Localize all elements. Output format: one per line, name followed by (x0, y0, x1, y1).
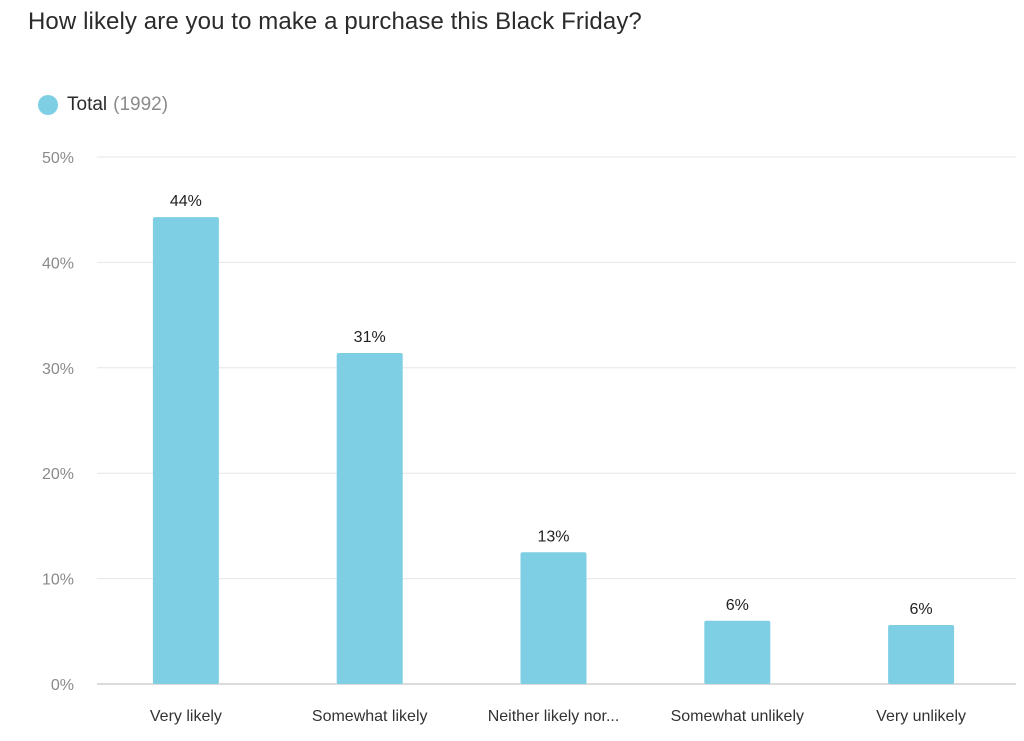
bar (520, 552, 587, 684)
y-tick-label: 40% (42, 255, 74, 272)
data-label: 6% (726, 597, 749, 614)
chart-title: How likely are you to make a purchase th… (28, 8, 642, 35)
x-tick-label: Somewhat likely (312, 708, 428, 725)
bar (704, 620, 771, 684)
x-tick-label: Somewhat unlikely (671, 708, 804, 725)
bar (888, 624, 955, 684)
legend-label: Total (67, 94, 108, 115)
y-tick-label: 50% (42, 150, 74, 167)
legend-count: (1992) (113, 94, 169, 115)
legend: Total (1992) (38, 94, 168, 116)
x-tick-label: Neither likely nor... (488, 708, 620, 725)
bar (152, 217, 219, 684)
data-label: 6% (910, 601, 933, 618)
legend-swatch (38, 95, 58, 115)
x-tick-label: Very unlikely (876, 708, 966, 725)
bar (336, 353, 403, 684)
data-labels: 44% 31% 13% 6% 6% (170, 193, 933, 618)
y-tick-label: 30% (42, 361, 74, 378)
x-axis-labels: Very likely Somewhat likely Neither likely… (150, 708, 966, 725)
data-label: 44% (170, 193, 202, 210)
x-tick-label: Very likely (150, 708, 222, 725)
bars (152, 217, 955, 684)
data-label: 13% (537, 528, 569, 545)
data-label: 31% (354, 329, 386, 346)
y-tick-label: 20% (42, 466, 74, 483)
y-axis-ticks: 0% 10% 20% 30% 40% 50% (42, 150, 74, 694)
y-tick-label: 0% (51, 677, 74, 694)
y-tick-label: 10% (42, 572, 74, 589)
